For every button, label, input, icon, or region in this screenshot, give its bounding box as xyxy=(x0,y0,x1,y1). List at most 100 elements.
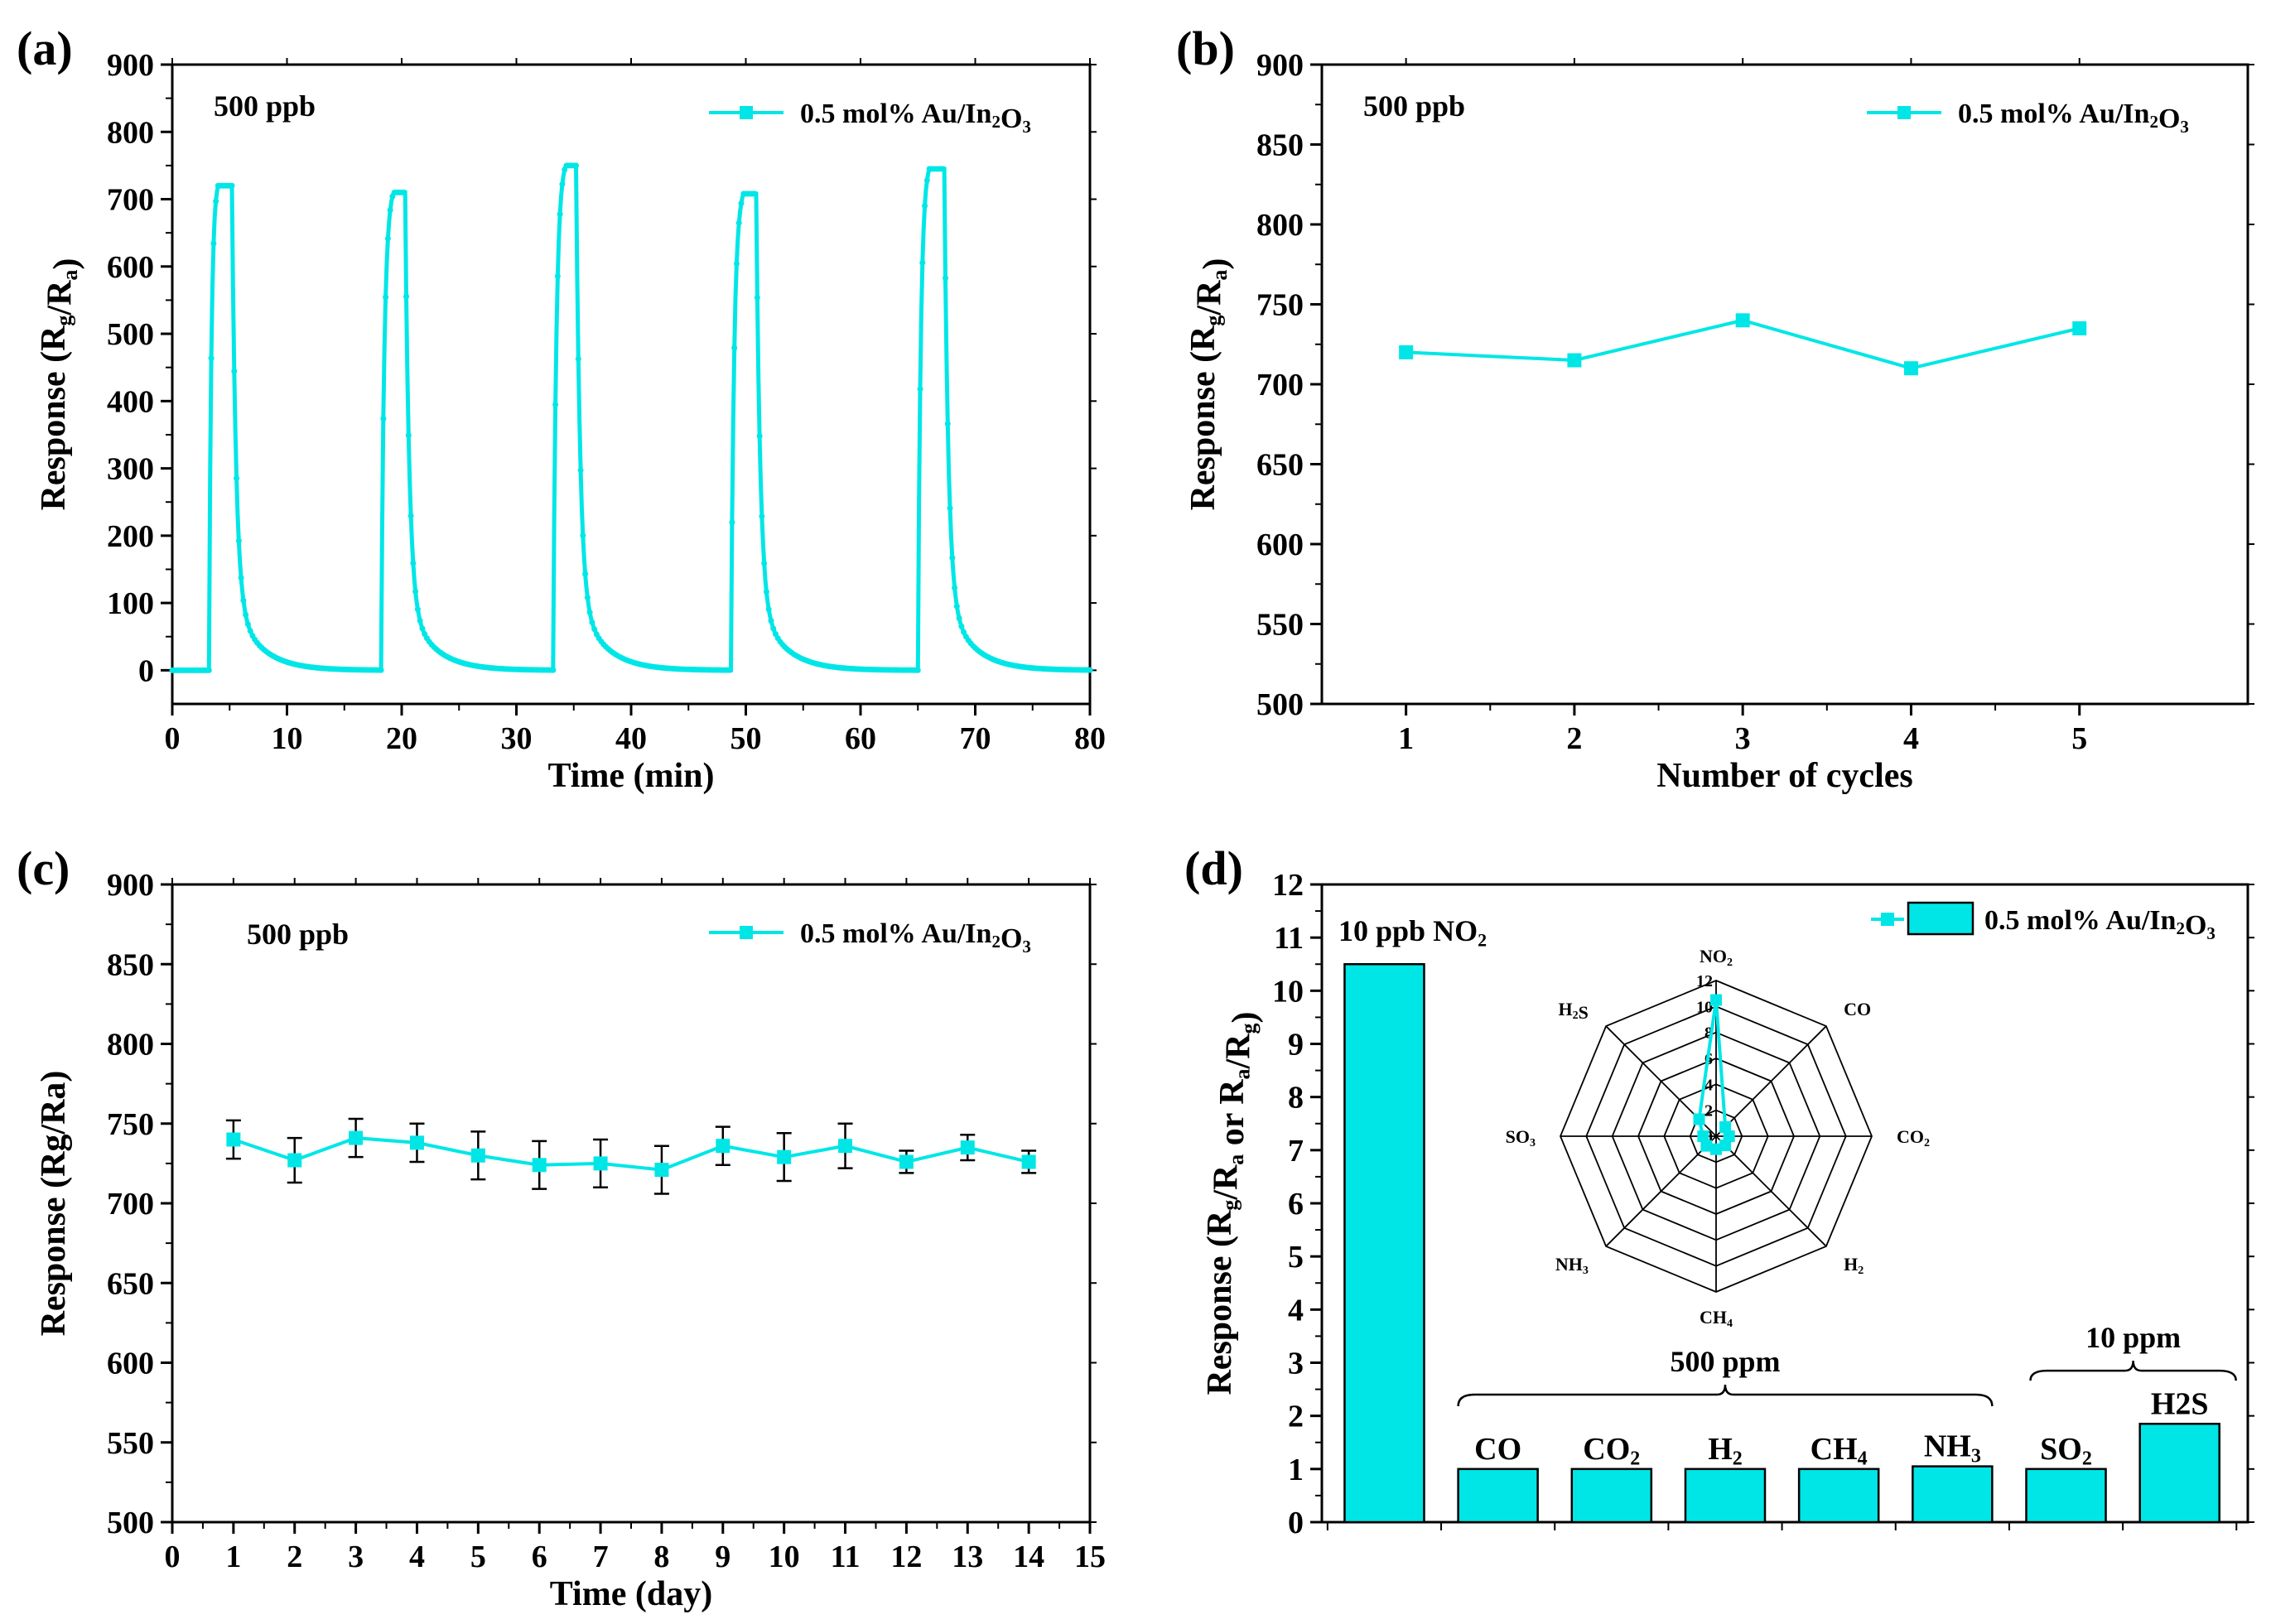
data-point-a xyxy=(243,611,249,618)
radar-tick-label: 2 xyxy=(1704,1102,1713,1120)
data-point-a xyxy=(387,207,393,214)
xtick-label-c: 10 xyxy=(769,1540,800,1574)
data-point-a xyxy=(205,667,212,673)
radar-axis-label: NH3 xyxy=(1555,1254,1589,1277)
data-point-a xyxy=(575,355,581,362)
data-point-a xyxy=(952,585,958,591)
data-point-a xyxy=(756,433,763,440)
plot-b-frame xyxy=(1320,63,2249,706)
xtick-label-a: 50 xyxy=(730,721,762,756)
radar-point xyxy=(1710,1143,1722,1155)
data-point-a xyxy=(229,182,235,189)
data-point-c xyxy=(593,1156,608,1171)
bar-CO2 xyxy=(1570,1467,1653,1524)
legend-marker-c xyxy=(740,926,753,939)
data-point-a xyxy=(956,615,962,622)
ytick-label-b: 750 xyxy=(1256,288,1304,323)
legend-text-b: 0.5 mol% Au/In2O3 xyxy=(1958,99,2189,137)
ytick-label-c: 600 xyxy=(107,1347,154,1381)
data-point-a xyxy=(773,631,779,638)
data-point-a xyxy=(754,294,760,301)
series-line-a xyxy=(172,163,1090,672)
data-point-a xyxy=(949,555,956,561)
ytick-label-d: 4 xyxy=(1288,1293,1304,1328)
legend-marker-b xyxy=(1897,106,1911,119)
data-point-a xyxy=(582,571,589,577)
ytick-label-d: 3 xyxy=(1288,1347,1304,1381)
data-point-b xyxy=(1567,353,1582,368)
ytick-label-a: 100 xyxy=(107,586,154,621)
ytick-label-d: 11 xyxy=(1274,921,1304,956)
bar-CO xyxy=(1457,1467,1539,1524)
data-point-a xyxy=(401,189,407,195)
data-point-a xyxy=(234,475,240,482)
data-point-a xyxy=(591,626,598,633)
xlabel-c: Time (day) xyxy=(550,1575,712,1613)
plot-a-frame xyxy=(171,63,1092,706)
data-point-a xyxy=(765,606,772,613)
xtick-label-c: 14 xyxy=(1013,1540,1044,1574)
xtick-label-c: 12 xyxy=(890,1540,922,1574)
ytick-label-c: 900 xyxy=(107,868,154,903)
ytick-label-a: 900 xyxy=(107,48,154,83)
xtick-label-c: 6 xyxy=(532,1540,547,1574)
data-point-c xyxy=(1021,1154,1036,1169)
bar-H2 xyxy=(1684,1467,1767,1524)
data-point-a xyxy=(410,560,417,566)
data-point-a xyxy=(213,198,219,205)
data-point-a xyxy=(235,537,242,544)
ytick-label-d: 9 xyxy=(1288,1028,1304,1063)
ytick-label-d: 6 xyxy=(1288,1187,1304,1222)
first-bar-label: 10 ppb NO2 xyxy=(1338,914,1487,950)
ytick-label-a: 600 xyxy=(107,250,154,285)
ytick-label-b: 850 xyxy=(1256,128,1304,163)
xtick-label-c: 8 xyxy=(653,1540,669,1574)
data-point-a xyxy=(763,589,769,595)
data-point-a xyxy=(1087,667,1093,673)
data-point-a xyxy=(577,467,584,474)
radar-point xyxy=(1710,994,1722,1006)
xtick-label-c: 0 xyxy=(165,1540,181,1574)
legend-text-d: 0.5 mol% Au/In2O3 xyxy=(1984,905,2216,943)
data-point-a xyxy=(953,603,960,610)
data-point-c xyxy=(470,1148,485,1163)
ytick-label-c: 500 xyxy=(107,1506,154,1540)
data-point-a xyxy=(383,294,389,301)
data-point-a xyxy=(244,621,251,628)
xtick-label-a: 30 xyxy=(501,721,533,756)
ytick-label-c: 700 xyxy=(107,1187,154,1222)
xtick-label-c: 1 xyxy=(225,1540,241,1574)
ytick-label-d: 5 xyxy=(1288,1240,1304,1275)
data-point-a xyxy=(580,532,586,538)
radar-point xyxy=(1719,1140,1732,1152)
data-point-a xyxy=(733,260,740,267)
bar-label-NH3: NH3 xyxy=(1924,1429,1981,1467)
ytick-label-d: 8 xyxy=(1288,1081,1304,1116)
legend-text-c: 0.5 mol% Au/In2O3 xyxy=(800,918,1031,957)
data-point-a xyxy=(586,610,593,616)
annotation-b: 500 ppb xyxy=(1363,89,1465,123)
plot-c-frame xyxy=(171,883,1092,1524)
xtick-label-c: 11 xyxy=(831,1540,861,1574)
data-point-a xyxy=(422,631,428,638)
bar-label-CO: CO xyxy=(1474,1432,1521,1467)
radar-tick-label: 12 xyxy=(1696,972,1713,990)
bar-label-H2S: H2S xyxy=(2151,1386,2209,1421)
radar-point xyxy=(1700,1140,1713,1152)
data-point-a xyxy=(210,240,217,247)
xtick-label-c: 2 xyxy=(287,1540,302,1574)
ytick-label-a: 0 xyxy=(138,653,154,688)
data-point-a xyxy=(238,575,244,581)
ytick-label-b: 550 xyxy=(1256,608,1304,643)
group-label-10ppm: 10 ppm xyxy=(2085,1321,2181,1354)
radar-point xyxy=(1719,1120,1732,1133)
xtick-label-a: 70 xyxy=(960,721,991,756)
radar-point xyxy=(1697,1130,1709,1142)
xtick-label-a: 80 xyxy=(1074,721,1106,756)
radar-axis-label: CH4 xyxy=(1700,1307,1733,1330)
radar-tick-label: 4 xyxy=(1704,1076,1713,1094)
data-point-c xyxy=(532,1158,547,1173)
data-point-a xyxy=(240,597,247,604)
data-point-a xyxy=(947,505,953,512)
